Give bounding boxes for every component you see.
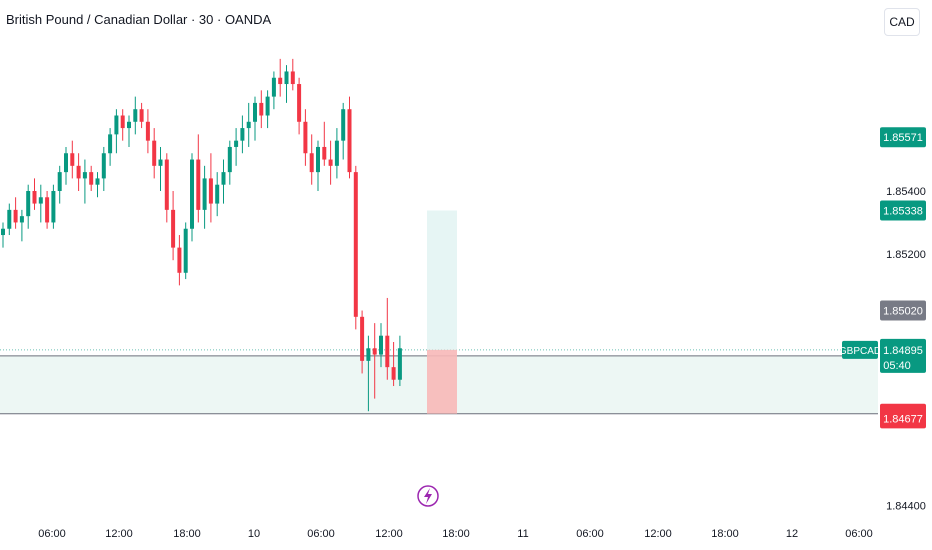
candle-body	[221, 172, 226, 185]
candle-body	[259, 102, 264, 116]
candle-body	[82, 172, 87, 179]
position-target-zone	[427, 210, 457, 350]
candle-body	[158, 159, 163, 166]
x-tick-label: 11	[517, 528, 528, 540]
candle-body	[202, 178, 207, 210]
candle-body	[360, 316, 365, 361]
y-tick-label: 1.85200	[886, 249, 926, 261]
x-tick-label: 06:00	[576, 528, 604, 540]
candle-body	[133, 109, 138, 122]
candle-body	[322, 146, 327, 160]
current-price-label: 1.84895	[883, 345, 923, 357]
symbol-tag	[842, 340, 878, 359]
candle-body	[297, 84, 302, 122]
candle-body	[101, 153, 106, 179]
x-tick-label: 12:00	[105, 528, 133, 540]
candle-body	[76, 165, 81, 179]
x-tick-label: 18:00	[173, 528, 201, 540]
candle-body	[328, 159, 333, 166]
candle-body	[190, 159, 194, 229]
candle-body	[397, 348, 402, 380]
current-price-tag	[880, 338, 926, 373]
candle-body	[309, 153, 314, 173]
candle-body	[145, 121, 150, 141]
candle-body	[215, 184, 220, 204]
candle-body	[64, 153, 68, 173]
candle-body	[253, 102, 257, 122]
candle-body	[13, 209, 18, 223]
candle-body	[334, 140, 339, 166]
candle-body	[127, 121, 131, 129]
candle-body	[341, 109, 346, 141]
candle-body	[1, 228, 5, 236]
candle-body	[391, 367, 396, 380]
candle-body	[152, 140, 157, 166]
countdown-label: 05:40	[883, 360, 911, 372]
candle-body	[290, 71, 295, 85]
candle-body	[45, 197, 50, 223]
candle-body	[70, 153, 75, 166]
candle-body	[7, 209, 12, 229]
candle-body	[89, 172, 94, 185]
price-tag	[880, 200, 926, 221]
y-tick-label: 1.85400	[886, 186, 926, 198]
x-tick-label: 12	[786, 528, 798, 540]
price-tag	[880, 127, 926, 148]
price-tag-label: 1.85571	[883, 132, 923, 144]
x-tick-label: 06:00	[307, 528, 335, 540]
candle-body	[240, 128, 245, 141]
price-tag	[880, 300, 926, 321]
candle-body	[347, 109, 352, 173]
x-tick-label: 06:00	[845, 528, 873, 540]
candle-body	[227, 146, 232, 173]
candle-body	[196, 159, 201, 210]
candle-body	[108, 134, 113, 154]
candle-body	[38, 197, 43, 204]
candle-body	[32, 190, 37, 204]
candle-body	[265, 96, 270, 116]
candle-body	[26, 190, 31, 217]
x-tick-label: 10	[248, 528, 260, 540]
x-tick-label: 06:00	[38, 528, 66, 540]
candle-body	[208, 178, 213, 204]
x-tick-label: 12:00	[644, 528, 672, 540]
price-tag-label: 1.84677	[883, 413, 923, 425]
candle-body	[177, 247, 182, 273]
x-tick-label: 12:00	[375, 528, 403, 540]
symbol-tag-label: GBPCAD	[839, 346, 881, 357]
candle-body	[379, 335, 383, 355]
lightning-bolt-icon	[424, 488, 432, 504]
currency-button[interactable]: CAD	[884, 8, 920, 36]
candle-body	[51, 190, 56, 223]
price-tag-label: 1.85338	[883, 205, 923, 217]
price-tag-label: 1.85020	[883, 306, 923, 318]
candle-body	[183, 228, 188, 273]
candle-body	[271, 77, 276, 97]
x-tick-label: 18:00	[711, 528, 739, 540]
candle-body	[303, 121, 308, 154]
candle-body	[278, 77, 283, 85]
price-tag	[880, 408, 926, 429]
candle-body	[246, 121, 251, 129]
candle-body	[114, 115, 119, 135]
candle-body	[120, 115, 125, 129]
candle-body	[284, 71, 289, 85]
y-tick-label: 1.84400	[886, 501, 926, 513]
x-tick-label: 18:00	[442, 528, 470, 540]
candle-body	[164, 159, 169, 210]
candle-body	[385, 335, 390, 368]
candle-body	[19, 216, 24, 223]
chart-title: British Pound / Canadian Dollar · 30 · O…	[6, 12, 272, 27]
candle-body	[171, 209, 176, 248]
candle-body	[353, 172, 358, 317]
candle-body	[234, 140, 239, 147]
candle-body	[316, 146, 320, 173]
candle-body	[139, 109, 144, 122]
candle-body	[366, 348, 371, 361]
position-stop-zone	[427, 349, 457, 414]
candle-body	[372, 348, 377, 355]
candle-body	[57, 172, 62, 191]
candle-body	[95, 178, 100, 185]
